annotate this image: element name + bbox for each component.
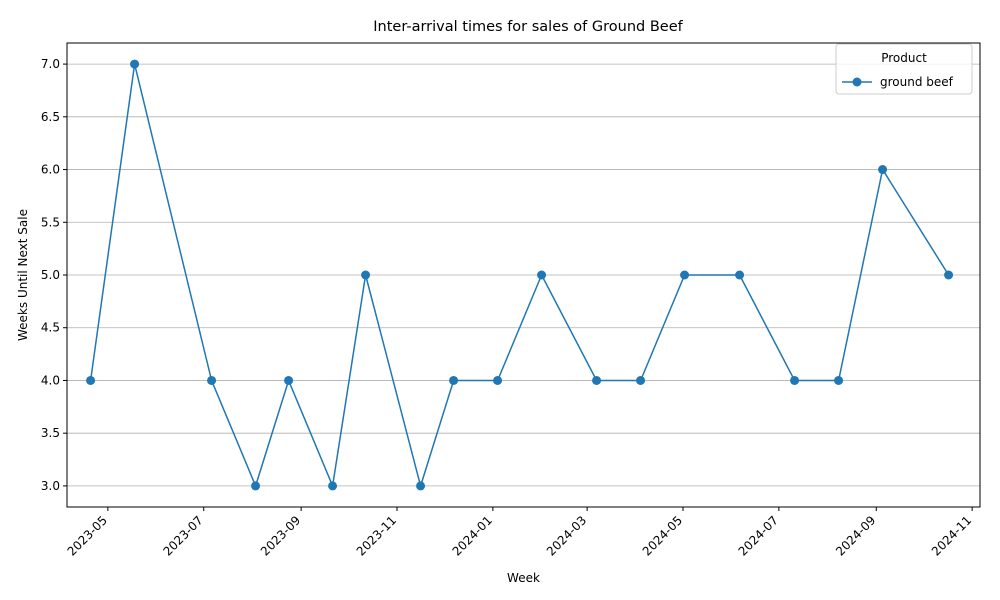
x-tick-label: 2023-05	[65, 513, 110, 558]
x-tick-label: 2023-11	[354, 513, 399, 558]
y-tick-label: 3.5	[41, 426, 60, 440]
legend-series-marker	[852, 77, 862, 87]
data-point	[449, 375, 459, 385]
legend-series-label: ground beef	[880, 75, 954, 89]
data-point	[592, 375, 602, 385]
data-point	[130, 59, 140, 69]
data-point	[537, 270, 547, 280]
x-tick-label: 2024-09	[833, 513, 878, 558]
grid-lines	[67, 63, 980, 487]
y-tick-label: 7.0	[41, 57, 60, 71]
data-point	[735, 270, 745, 280]
data-point	[680, 270, 690, 280]
data-point	[328, 481, 338, 491]
y-tick-label: 3.0	[41, 479, 60, 493]
x-axis: 2023-05 2023-07 2023-09 2023-11 2024-01 2024-…	[65, 507, 974, 559]
y-axis: 3.0 3.5 4.0 4.5 5.0 5.5 6.0 6.5 7.0	[41, 57, 67, 493]
x-tick-label: 2024-03	[544, 513, 589, 558]
data-point	[834, 375, 844, 385]
y-tick-label: 5.5	[41, 215, 60, 229]
x-tick-label: 2023-07	[160, 513, 205, 558]
x-tick-label: 2024-05	[640, 513, 685, 558]
y-tick-label: 4.0	[41, 373, 60, 387]
y-tick-label: 4.5	[41, 321, 60, 335]
legend: Product ground beef	[835, 43, 973, 95]
x-tick-label: 2023-09	[258, 513, 303, 558]
x-tick-label: 2024-01	[450, 513, 495, 558]
data-point	[251, 481, 261, 491]
y-tick-label: 6.0	[41, 163, 60, 177]
data-point	[361, 270, 371, 280]
x-tick-label: 2024-07	[736, 513, 781, 558]
data-point	[207, 375, 217, 385]
y-axis-label: Weeks Until Next Sale	[16, 209, 30, 341]
y-tick-label: 6.5	[41, 110, 60, 124]
data-point	[790, 375, 800, 385]
data-point	[416, 481, 426, 491]
data-point	[878, 165, 888, 175]
x-axis-label: Week	[507, 571, 540, 585]
plot-area	[86, 59, 954, 491]
data-point	[636, 375, 646, 385]
chart-title: Inter-arrival times for sales of Ground …	[373, 19, 683, 35]
axes-frame	[66, 42, 981, 508]
data-point	[86, 375, 96, 385]
x-tick-label: 2024-11	[929, 513, 974, 558]
data-point	[284, 375, 294, 385]
data-point	[944, 270, 954, 280]
legend-title: Product	[881, 51, 927, 65]
data-point	[493, 375, 503, 385]
y-tick-label: 5.0	[41, 268, 60, 282]
